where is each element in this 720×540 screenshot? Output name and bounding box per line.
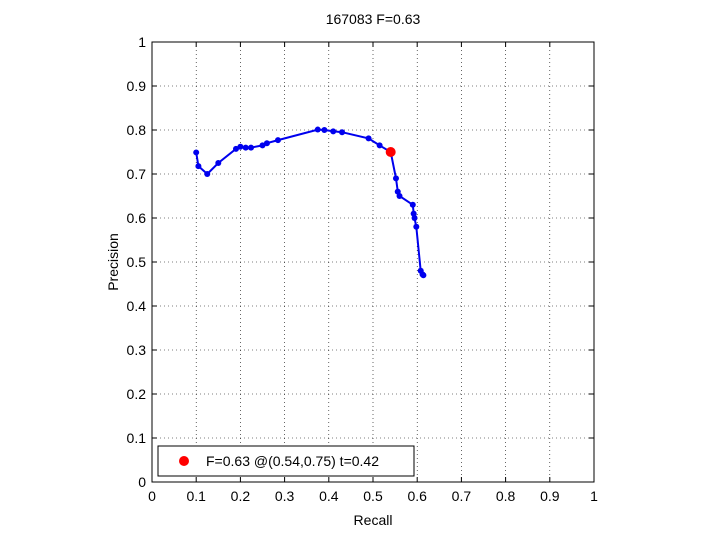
y-tick-label: 0.7: [127, 166, 147, 182]
axis-ticks: 0 0.1 0.2 0.3 0.4 0.5 0.6 0.7 0.8 0.9 1 0 0.1 0.2 0.3 0…: [127, 34, 599, 504]
pr-curve-point: [339, 129, 346, 136]
legend-marker: [179, 456, 189, 466]
y-axis-label: Precision: [105, 233, 121, 291]
pr-curve-point: [392, 175, 399, 182]
pr-curve-point: [420, 272, 427, 279]
best-f-point: [385, 147, 396, 157]
pr-curve-point: [411, 215, 418, 221]
y-tick-label: 0.5: [127, 254, 147, 270]
pr-curve-point: [215, 160, 222, 166]
pr-curve-point: [413, 223, 420, 230]
x-tick-label: 1: [590, 488, 598, 504]
legend-box: [157, 445, 415, 477]
y-tick-label: 0.8: [127, 122, 147, 138]
y-tick-label: 1: [138, 34, 146, 50]
highlight-group: [385, 147, 396, 157]
pr-curve-point: [274, 137, 281, 144]
pr-curve-point: [195, 163, 202, 170]
pr-curve-point: [242, 144, 249, 151]
pr-curve-point: [396, 193, 403, 199]
grid-lines: [152, 42, 594, 482]
pr-curve-point: [314, 126, 321, 133]
chart-title: 167083 F=0.63: [326, 11, 421, 27]
pr-curve-point: [204, 171, 211, 177]
x-tick-label: 0.2: [231, 488, 251, 504]
y-tick-label: 0.9: [127, 78, 147, 94]
y-tick-label: 0.1: [127, 430, 147, 446]
x-tick-label: 0.6: [407, 488, 427, 504]
pr-curve-point: [248, 144, 255, 151]
pr-curve-point: [409, 201, 416, 208]
x-axis-label: Recall: [354, 512, 393, 528]
pr-curve-point: [237, 143, 244, 150]
pr-curve-point: [321, 127, 328, 133]
x-tick-label: 0.9: [540, 488, 560, 504]
pr-curve-point: [259, 142, 266, 149]
pr-curve-point: [330, 128, 337, 135]
pr-curve-point: [232, 145, 239, 152]
y-tick-label: 0.2: [127, 386, 147, 402]
x-tick-label: 0.7: [452, 488, 472, 504]
x-tick-label: 0.3: [275, 488, 295, 504]
pr-curve-point: [193, 149, 200, 156]
y-tick-label: 0.4: [127, 298, 147, 314]
legend-entry: F=0.63 @(0.54,0.75) t=0.42: [206, 453, 379, 469]
x-tick-label: 0.5: [363, 488, 383, 504]
y-tick-label: 0.3: [127, 342, 147, 358]
x-tick-label: 0.1: [186, 488, 206, 504]
pr-curve-point: [263, 140, 270, 147]
x-tick-label: 0.8: [496, 488, 516, 504]
pr-curve-point: [365, 135, 372, 142]
legend: F=0.63 @(0.54,0.75) t=0.42: [157, 445, 415, 477]
y-tick-label: 0.6: [127, 210, 147, 226]
y-tick-label: 0: [138, 474, 146, 490]
x-tick-label: 0: [148, 488, 156, 504]
x-tick-label: 0.4: [319, 488, 339, 504]
pr-curve-point: [376, 142, 383, 149]
